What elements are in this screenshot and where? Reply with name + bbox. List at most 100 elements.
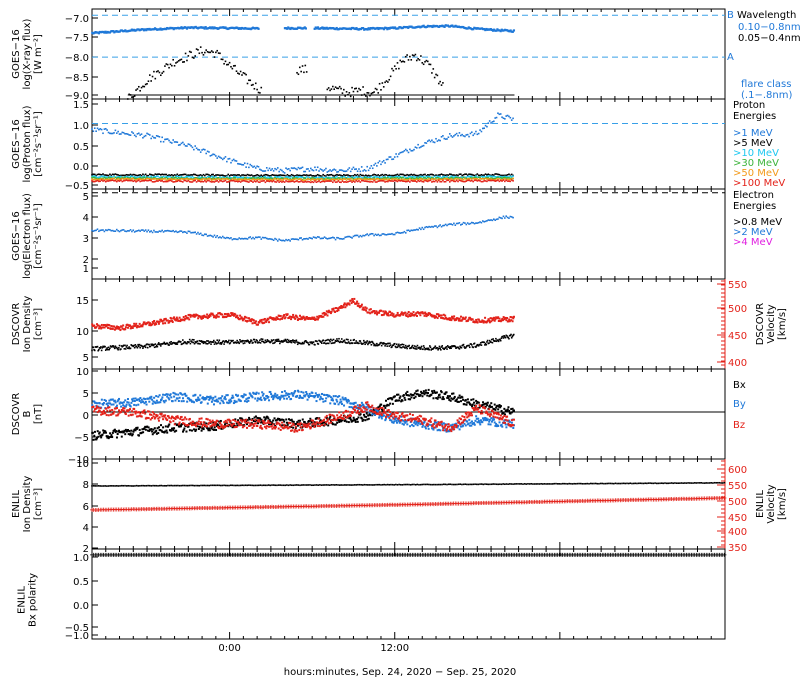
data-point xyxy=(305,178,308,181)
data-point xyxy=(109,432,112,435)
data-point xyxy=(267,176,269,178)
data-point xyxy=(398,174,400,177)
data-point xyxy=(130,429,133,432)
data-point xyxy=(166,26,169,30)
y-axis-label-line: GOES−16 xyxy=(11,119,22,168)
data-point xyxy=(290,175,293,178)
data-point xyxy=(367,311,370,314)
data-point xyxy=(163,341,166,344)
data-point xyxy=(409,174,411,176)
data-point xyxy=(341,92,344,94)
data-point xyxy=(133,177,136,180)
data-point xyxy=(434,24,437,28)
data-point xyxy=(363,341,366,344)
data-point xyxy=(281,239,283,242)
data-point xyxy=(426,174,429,176)
data-point xyxy=(433,225,436,227)
data-point xyxy=(202,177,205,180)
data-point xyxy=(391,177,393,179)
data-point xyxy=(327,180,330,182)
data-point xyxy=(391,158,393,161)
data-point xyxy=(231,312,234,315)
data-point xyxy=(227,173,230,176)
data-point xyxy=(343,178,345,180)
data-point xyxy=(450,319,453,322)
data-point xyxy=(286,176,289,178)
data-point xyxy=(282,171,285,173)
data-point xyxy=(404,148,407,151)
data-point xyxy=(413,177,415,180)
data-point xyxy=(92,173,95,176)
data-point xyxy=(466,27,469,30)
data-point xyxy=(396,173,399,176)
data-point xyxy=(330,88,333,90)
data-point xyxy=(426,175,429,178)
data-point xyxy=(246,238,249,240)
data-point xyxy=(461,133,463,136)
data-point xyxy=(242,176,245,179)
data-point xyxy=(195,147,198,150)
data-point xyxy=(98,179,100,181)
data-point xyxy=(140,174,143,177)
data-point xyxy=(508,177,510,179)
data-point xyxy=(206,343,209,345)
data-point xyxy=(168,174,170,176)
right-axis-label-line: Velocity xyxy=(766,304,777,343)
data-point xyxy=(185,27,189,30)
data-point xyxy=(424,173,426,176)
data-point xyxy=(241,317,244,320)
data-point xyxy=(111,436,114,439)
data-point xyxy=(382,174,385,177)
data-point xyxy=(319,168,322,170)
data-point xyxy=(93,349,96,352)
data-point xyxy=(318,174,320,177)
data-point xyxy=(151,344,153,346)
data-point xyxy=(100,179,103,181)
data-point xyxy=(297,176,300,178)
data-point xyxy=(100,346,102,348)
data-point xyxy=(232,26,235,29)
data-point xyxy=(241,237,243,240)
data-point xyxy=(230,161,232,164)
data-point xyxy=(105,31,108,34)
data-point xyxy=(276,340,279,342)
data-point xyxy=(139,346,141,349)
data-point xyxy=(279,168,282,171)
data-point xyxy=(491,121,494,123)
data-point xyxy=(459,345,461,348)
data-point xyxy=(442,317,445,320)
data-point xyxy=(197,342,200,345)
data-point xyxy=(234,176,236,179)
data-point xyxy=(215,343,218,345)
data-point xyxy=(359,234,362,237)
data-point xyxy=(248,166,250,169)
data-point xyxy=(144,346,147,349)
data-point xyxy=(106,229,108,232)
data-point xyxy=(466,177,469,180)
data-point xyxy=(96,178,99,181)
data-point xyxy=(389,233,392,236)
data-point xyxy=(136,230,139,232)
data-point xyxy=(114,176,117,179)
data-point xyxy=(271,318,274,321)
data-point xyxy=(212,153,214,156)
data-point xyxy=(359,170,362,173)
data-point xyxy=(407,151,410,154)
data-point xyxy=(380,163,382,166)
data-point xyxy=(217,178,220,180)
data-point xyxy=(253,87,256,90)
data-point xyxy=(297,26,300,29)
data-point xyxy=(290,173,293,176)
data-point xyxy=(403,178,406,181)
data-point xyxy=(151,176,154,179)
data-point xyxy=(177,174,180,177)
data-point xyxy=(150,80,152,82)
data-point xyxy=(384,233,386,236)
data-point xyxy=(422,177,425,179)
data-point xyxy=(479,27,483,30)
data-point xyxy=(444,176,447,179)
data-point xyxy=(210,173,213,176)
data-point xyxy=(282,178,285,181)
data-point xyxy=(140,229,143,231)
